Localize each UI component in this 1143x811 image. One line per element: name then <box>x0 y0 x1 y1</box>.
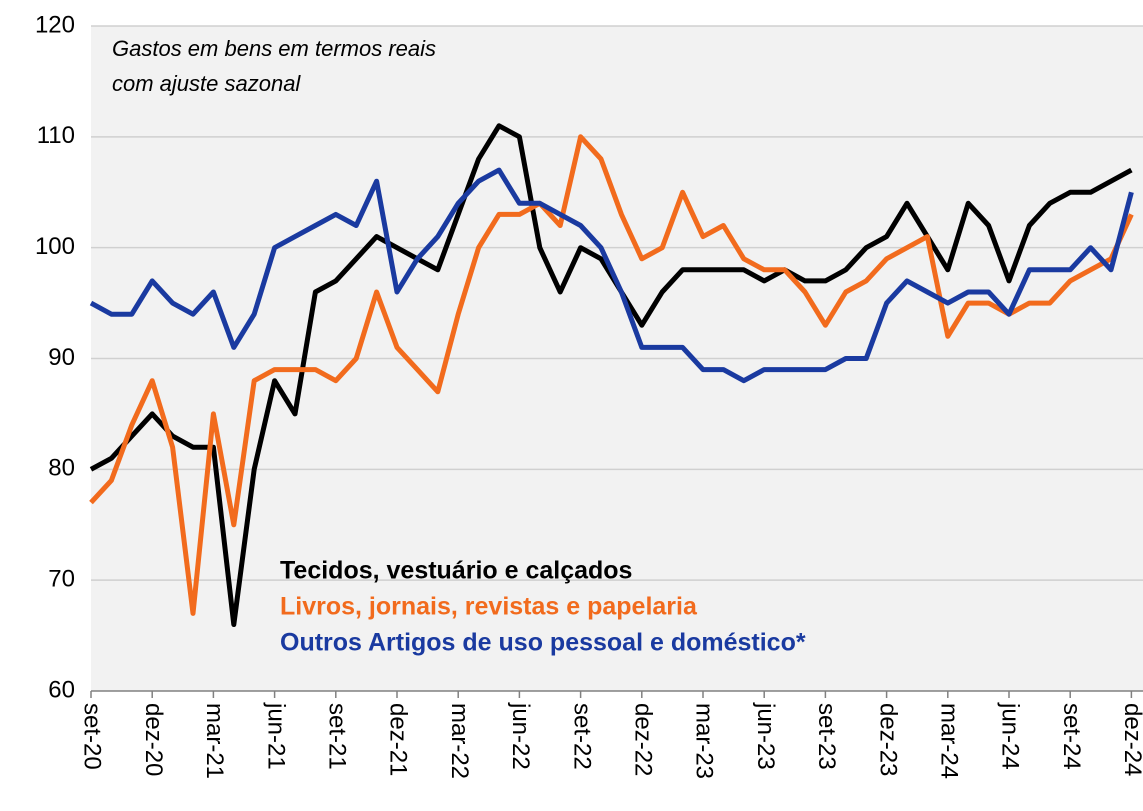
x-tick-label: dez-20 <box>140 703 167 776</box>
x-tick-label: set-23 <box>813 703 840 770</box>
legend: Tecidos, vestuário e calçados Livros, jor… <box>280 557 806 657</box>
x-tick-label: set-21 <box>323 703 350 770</box>
legend-entry: Livros, jornais, revistas e papelaria <box>280 593 698 621</box>
y-tick-label: 60 <box>48 676 75 703</box>
x-tick-label: mar-22 <box>446 703 473 779</box>
x-tick-label: dez-23 <box>874 703 901 776</box>
grid <box>91 25 1143 581</box>
x-tick-label: set-24 <box>1058 703 1085 770</box>
lines <box>89 123 1134 627</box>
x-tick-label: jun-23 <box>752 702 779 770</box>
y-tick-label: 90 <box>48 344 75 371</box>
annotation: com ajuste sazonal <box>112 71 301 96</box>
y-tick-label: 100 <box>35 233 75 260</box>
y-tick-label: 110 <box>37 122 75 149</box>
x-tick-label: jun-22 <box>507 702 534 770</box>
y-tick-label: 70 <box>48 566 75 593</box>
x-tick-label: mar-23 <box>691 703 718 779</box>
x-tick-label: dez-21 <box>385 703 412 776</box>
legend-entry: Outros Artigos de uso pessoal e doméstic… <box>280 629 806 657</box>
x-tick-label: jun-24 <box>997 702 1024 770</box>
series-line <box>89 134 1134 616</box>
x-tick-label: set-22 <box>568 703 595 770</box>
x-tick-label: set-20 <box>79 703 106 770</box>
annotation: Gastos em bens em termos reais <box>112 36 436 61</box>
x-tick-label: mar-24 <box>935 703 962 779</box>
x-tick-label: mar-21 <box>201 703 228 779</box>
y-tick-label: 80 <box>48 455 75 482</box>
legend-entry: Tecidos, vestuário e calçados <box>280 557 632 585</box>
axes: 60 70 80 90 100 110 120 set-20 dez-20 mar-21 jun-2… <box>35 11 1143 779</box>
series-line <box>89 167 1134 384</box>
x-tick-label: dez-22 <box>629 703 656 776</box>
x-tick-label: dez-24 <box>1119 703 1143 776</box>
y-tick-label: 120 <box>35 11 75 38</box>
x-tick-label: jun-21 <box>262 702 289 770</box>
